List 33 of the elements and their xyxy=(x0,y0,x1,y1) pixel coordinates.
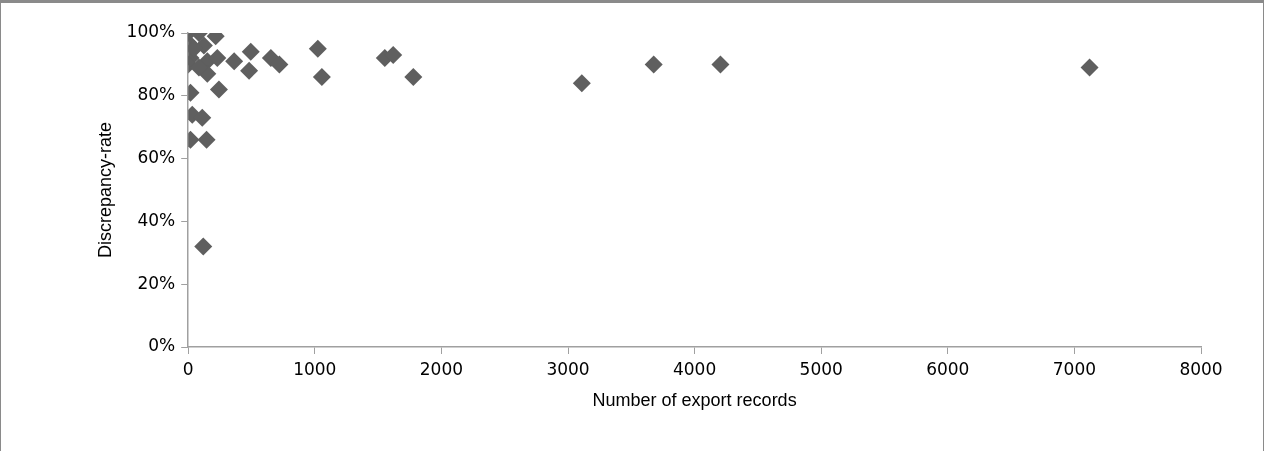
point xyxy=(572,74,591,93)
x-tick-label: 5000 xyxy=(799,358,843,379)
point xyxy=(404,67,423,86)
x-tick-label: 2000 xyxy=(419,358,464,379)
point xyxy=(270,55,289,74)
y-tick-label: 60% xyxy=(137,147,176,168)
point xyxy=(312,67,331,86)
x-tick-label: 1000 xyxy=(293,358,337,379)
y-tick-label: 100% xyxy=(126,21,176,42)
x-tick-label: 3000 xyxy=(546,358,590,379)
point xyxy=(644,55,663,74)
y-axis-title: Discrepancy-rate xyxy=(94,121,115,259)
x-tick-label: 8000 xyxy=(1179,358,1223,379)
y-tick-label: 0% xyxy=(148,335,176,356)
point xyxy=(1080,58,1099,77)
x-tick-label: 6000 xyxy=(926,358,970,379)
y-tick-label: 20% xyxy=(137,272,176,293)
y-tick-label: 80% xyxy=(137,84,176,105)
point xyxy=(225,52,244,71)
y-tick-label: 40% xyxy=(137,209,176,230)
point xyxy=(209,80,228,99)
x-tick-label: 7000 xyxy=(1052,358,1097,379)
point xyxy=(194,237,213,256)
point xyxy=(193,108,212,127)
x-axis-title: Number of export records xyxy=(592,390,797,411)
point xyxy=(240,61,259,80)
point xyxy=(711,55,730,74)
point xyxy=(208,49,227,68)
x-tick-label: 4000 xyxy=(672,358,717,379)
point xyxy=(241,42,260,61)
x-tick-label: 0 xyxy=(182,358,194,379)
point xyxy=(197,130,216,149)
point xyxy=(308,39,327,58)
